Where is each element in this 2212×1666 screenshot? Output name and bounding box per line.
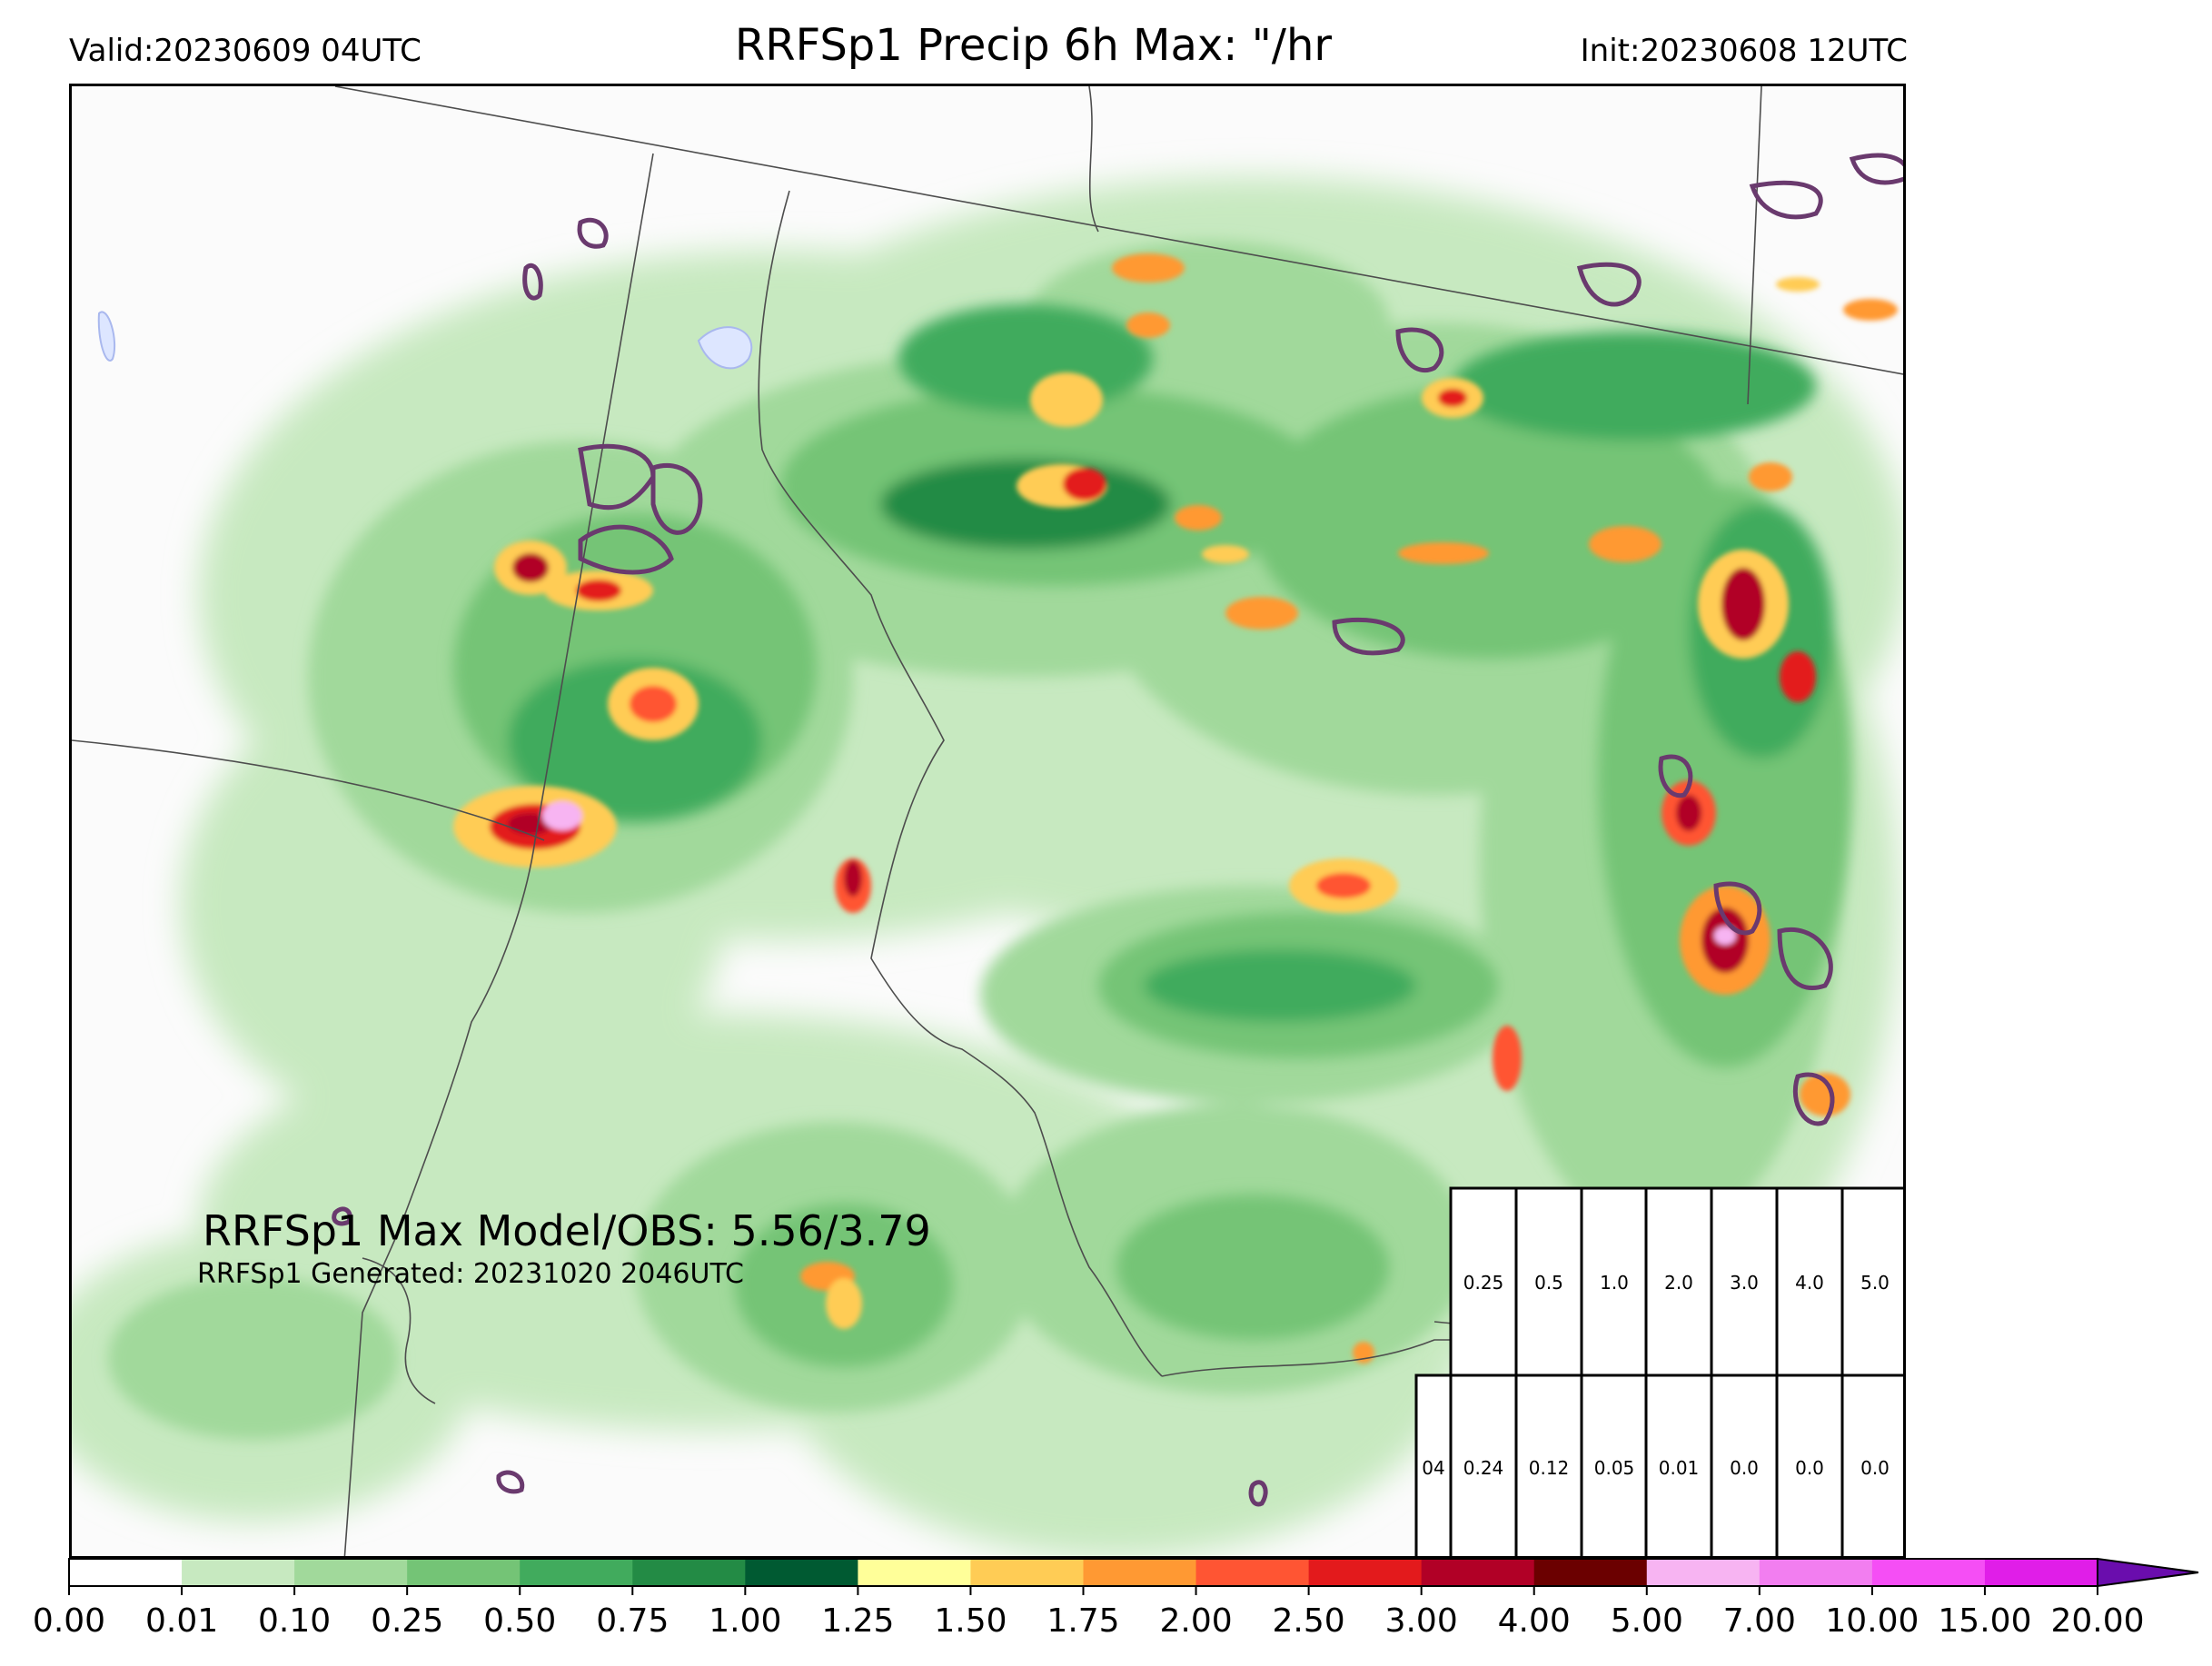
init-time-label: Init:20230608 12UTC [1580,33,1908,69]
table-cell: 0.05 [1594,1457,1635,1479]
max-model-obs-label: RRFSp1 Max Model/OBS: 5.56/3.79 [203,1206,931,1255]
colorbar-swatch [632,1559,746,1586]
table-cell: 0.01 [1659,1457,1700,1479]
map-title-text: RRFSp1 Precip 6h Max: "/hr [734,20,1333,71]
colorbar-tick-label: 0.75 [596,1602,669,1640]
colorbar-ticks: 0.00 0.01 0.10 0.25 0.50 0.75 1.00 1.25 1.50 1.75… [33,1586,2145,1640]
colorbar-tick-label: 2.50 [1273,1602,1345,1640]
colorbar-tick-label: 0.10 [258,1602,331,1640]
table-cell: 0.12 [1529,1457,1570,1479]
precip-intense-cells [453,253,1898,1364]
colorbar-swatch [69,1559,183,1586]
colorbar-swatch [1421,1559,1535,1586]
colorbar-swatch [1646,1559,1761,1586]
table-cell: 0.25 [1463,1272,1504,1294]
table-cell: 4.0 [1795,1272,1824,1294]
colorbar-tick-label: 1.50 [934,1602,1007,1640]
colorbar-swatch [1083,1559,1197,1586]
table-cell: 0.24 [1463,1457,1504,1479]
colorbar-tick-label: 2.00 [1159,1602,1232,1640]
table-cell: 3.0 [1730,1272,1759,1294]
colorbar-swatches [69,1559,2098,1586]
colorbar-tick-label: 1.25 [821,1602,894,1640]
colorbar-tick-label: 15.00 [1938,1602,2031,1640]
colorbar-tick-label: 10.00 [1825,1602,1919,1640]
map-title: RRFSp1 Precip 6h Max: "/hr [0,20,2212,71]
table-cell: 5.0 [1860,1272,1890,1294]
table-cell: 0.0 [1730,1457,1759,1479]
colorbar-swatch [1871,1559,1986,1586]
colorbar-tick-label: 0.01 [145,1602,218,1640]
precip-map[interactable]: 0.25 0.5 1.0 2.0 3.0 4.0 5.0 04 0.24 0.1… [69,84,1906,1559]
table-cell: 04 [1422,1457,1444,1479]
precip-field: 0.25 0.5 1.0 2.0 3.0 4.0 5.0 04 0.24 0.1… [72,86,1903,1556]
generated-label: RRFSp1 Generated: 20231020 2046UTC [197,1258,744,1290]
stats-table-bottom-row: 04 0.24 0.12 0.05 0.01 0.0 0.0 0.0 [1422,1457,1890,1479]
colorbar-swatch [294,1559,408,1586]
stats-table [1414,1186,1903,1556]
table-cell: 2.0 [1664,1272,1693,1294]
stats-table-top-row: 0.25 0.5 1.0 2.0 3.0 4.0 5.0 [1463,1272,1890,1294]
obs-contours [332,153,1903,1507]
colorbar-tick-label: 0.50 [483,1602,556,1640]
colorbar-swatch [1984,1559,2098,1586]
precip-heavy-layer [453,304,1852,1367]
colorbar-swatch [1759,1559,1873,1586]
colorbar-swatch [407,1559,521,1586]
colorbar-tick-label: 4.00 [1498,1602,1571,1640]
colorbar-tick-label: 0.00 [33,1602,105,1640]
table-cell: 0.5 [1534,1272,1563,1294]
colorbar-swatch [858,1559,971,1586]
table-cell: 1.0 [1600,1272,1629,1294]
colorbar-swatch [1533,1559,1648,1586]
colorbar-swatch [182,1559,295,1586]
colorbar-swatch [970,1559,1084,1586]
colorbar-tick-label: 1.00 [709,1602,781,1640]
colorbar-tick-label: 3.00 [1385,1602,1458,1640]
colorbar-tick-label: 0.25 [371,1602,443,1640]
colorbar-tick-label: 7.00 [1723,1602,1796,1640]
table-cell: 0.0 [1860,1457,1890,1479]
colorbar-swatch [1195,1559,1310,1586]
colorbar-extend-arrow [2097,1557,2199,1588]
colorbar-tick-label: 20.00 [2050,1602,2144,1640]
valid-time-label: Valid:20230609 04UTC [69,33,422,69]
colorbar-swatch [520,1559,633,1586]
colorbar-tick-label: 1.75 [1046,1602,1119,1640]
colorbar-tick-label: 5.00 [1611,1602,1683,1640]
table-cell: 0.0 [1795,1457,1824,1479]
colorbar-swatch [745,1559,858,1586]
colorbar-swatch [1308,1559,1423,1586]
colorbar-outline [68,1558,2098,1587]
